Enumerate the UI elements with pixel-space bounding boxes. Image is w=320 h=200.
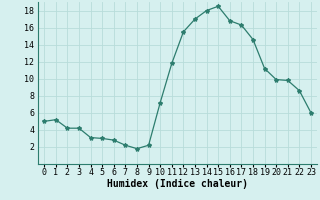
X-axis label: Humidex (Indice chaleur): Humidex (Indice chaleur) (107, 179, 248, 189)
